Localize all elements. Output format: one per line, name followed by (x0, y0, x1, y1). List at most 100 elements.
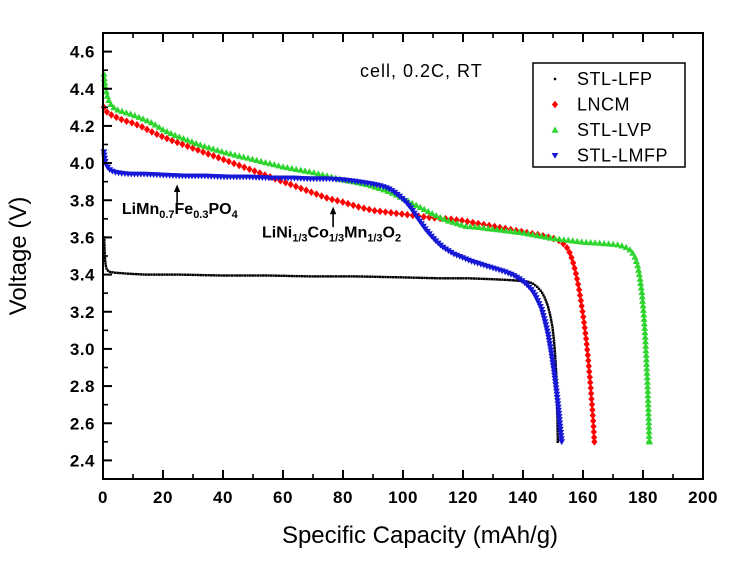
legend: STL-LFP LNCM STL-LVP STL-LMFP (532, 62, 686, 168)
data-marker (638, 293, 646, 300)
data-marker (436, 214, 444, 221)
data-marker (550, 321, 553, 324)
data-marker (215, 153, 222, 162)
data-marker (167, 129, 175, 137)
data-marker (549, 316, 552, 319)
data-marker (448, 215, 455, 223)
data-marker (218, 148, 226, 155)
data-marker (555, 235, 563, 242)
data-marker (327, 275, 330, 278)
data-marker (264, 274, 267, 277)
data-marker (233, 274, 236, 277)
data-marker (297, 166, 305, 173)
data-marker (207, 274, 210, 277)
data-marker (353, 275, 356, 278)
data-marker (537, 287, 541, 290)
data-marker (288, 164, 296, 172)
data-marker (385, 186, 393, 193)
data-marker (431, 276, 434, 280)
data-marker (488, 277, 491, 281)
data-marker (641, 333, 649, 340)
data-marker (288, 274, 291, 278)
data-marker (426, 213, 433, 222)
data-marker (246, 274, 249, 277)
data-marker (576, 291, 584, 299)
data-marker (591, 438, 598, 446)
data-marker (542, 322, 550, 329)
x-tick-label: 200 (688, 488, 718, 507)
data-marker (179, 140, 186, 149)
data-marker (545, 334, 552, 341)
data-marker (511, 228, 519, 235)
data-marker (553, 395, 561, 401)
data-marker (546, 344, 554, 351)
data-marker (639, 297, 647, 304)
data-marker (533, 231, 541, 239)
data-marker (384, 187, 392, 194)
data-marker (262, 159, 269, 166)
data-marker (111, 271, 114, 274)
data-marker (569, 237, 577, 244)
data-marker (551, 372, 558, 379)
data-marker (380, 186, 388, 193)
data-marker (292, 165, 300, 172)
data-marker (489, 225, 497, 232)
data-marker (503, 278, 507, 281)
annotation-label: LiNi1/3Co1/3Mn1/3O2 (262, 224, 401, 244)
data-marker (409, 211, 416, 220)
data-marker (360, 204, 367, 212)
data-marker (116, 271, 119, 275)
data-marker (509, 278, 512, 282)
data-marker (108, 270, 112, 274)
data-marker (147, 273, 150, 276)
data-marker (637, 279, 645, 286)
data-marker (563, 243, 571, 252)
data-marker (272, 274, 275, 277)
data-marker (152, 273, 156, 276)
data-marker (360, 275, 364, 278)
data-marker (469, 218, 476, 227)
data-marker (368, 275, 371, 278)
data-marker (553, 388, 560, 395)
data-marker (329, 275, 332, 278)
data-marker (645, 438, 653, 445)
data-marker (103, 251, 106, 255)
data-marker (227, 150, 234, 157)
data-marker (545, 338, 553, 344)
legend-item-lncm: LNCM (551, 95, 630, 115)
data-marker (163, 273, 166, 276)
data-marker (163, 128, 171, 135)
data-marker (548, 356, 556, 363)
data-marker (634, 262, 642, 269)
data-marker (197, 273, 200, 277)
data-marker (121, 272, 125, 275)
data-marker (202, 273, 205, 277)
data-marker (549, 318, 553, 322)
data-marker (564, 236, 572, 243)
data-marker (645, 414, 653, 421)
data-marker (551, 331, 555, 334)
data-marker (571, 264, 578, 272)
data-marker (293, 274, 296, 278)
data-marker (118, 107, 126, 114)
data-marker (553, 344, 556, 347)
data-marker (402, 276, 405, 279)
data-marker (355, 275, 358, 278)
data-marker (491, 222, 498, 231)
data-marker (220, 274, 223, 277)
data-marker (311, 275, 314, 278)
data-marker (587, 239, 595, 246)
x-tick-label: 0 (98, 488, 108, 507)
data-marker (472, 277, 475, 280)
data-marker (635, 266, 642, 273)
data-marker (444, 277, 447, 280)
series-stl-lvp (100, 70, 653, 445)
annotation-label: LiMn0.7Fe0.3PO4 (122, 201, 239, 221)
data-marker (339, 198, 346, 206)
data-marker (446, 277, 449, 280)
data-marker (547, 308, 550, 311)
data-marker (137, 273, 140, 276)
plot-frame: 0 20 40 60 80 100 120 140 160 180 200 2.4 2.6 2.8 3.0 3… (70, 32, 718, 507)
data-marker (428, 210, 436, 217)
data-marker (428, 276, 431, 280)
